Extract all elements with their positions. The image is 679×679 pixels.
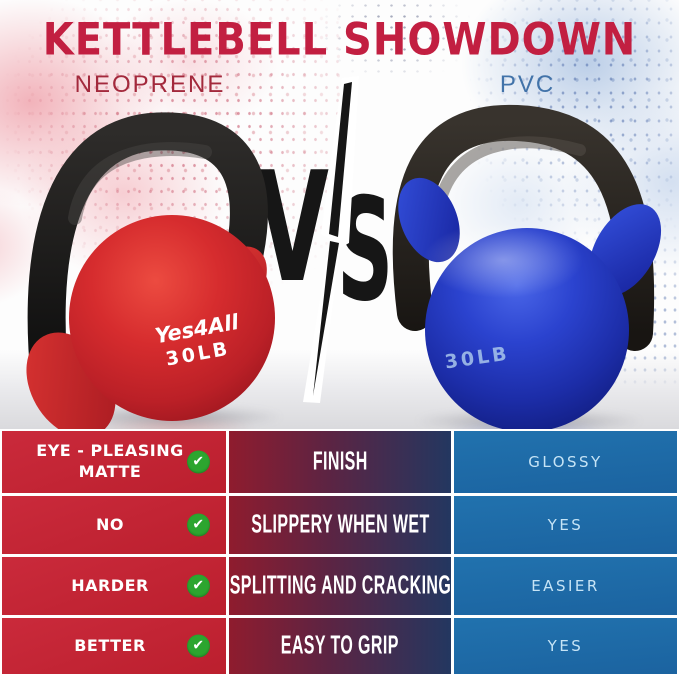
feature-label: SPLITTING AND CRACKING — [229, 571, 451, 600]
top-center-speckles — [320, 0, 470, 80]
pvc-kettlebell-image: 30LB — [392, 104, 662, 432]
blue-kettlebell-gloss-highlight — [423, 222, 583, 298]
red-kettlebell-body — [69, 215, 275, 421]
page-title: KETTLEBELL SHOWDOWN — [42, 14, 637, 66]
feature-cell-splitting: SPLITTING AND CRACKING — [229, 557, 451, 615]
check-icon: ✔ — [187, 513, 210, 537]
red-kettlebell-handle — [27, 112, 268, 409]
neoprene-kettlebell-image: Yes4All 30LB — [26, 112, 275, 432]
neoprene-value: EYE - PLEASING MATTE — [36, 441, 184, 481]
pvc-cell-splitting: EASIER — [454, 557, 677, 615]
comparison-table: EYE - PLEASING MATTE ✔ FINISH GLOSSY NO … — [0, 429, 679, 679]
feature-cell-grip: EASY TO GRIP — [229, 618, 451, 674]
pvc-cell-grip: YES — [454, 618, 677, 674]
pvc-cell-slippery: YES — [454, 496, 677, 554]
pvc-value: EASIER — [531, 577, 600, 595]
pvc-label: PVC — [499, 71, 556, 98]
check-icon: ✔ — [187, 450, 210, 474]
neoprene-cell-slippery: NO ✔ — [2, 496, 226, 554]
pvc-value: GLOSSY — [528, 453, 603, 471]
feature-cell-slippery: SLIPPERY WHEN WET — [229, 496, 451, 554]
check-icon: ✔ — [187, 574, 210, 598]
neoprene-cell-grip: BETTER ✔ — [2, 618, 226, 674]
feature-label: EASY TO GRIP — [280, 631, 400, 660]
neoprene-cell-splitting: HARDER ✔ — [2, 557, 226, 615]
pvc-value: YES — [547, 516, 584, 534]
neoprene-value: NO — [96, 514, 124, 534]
check-icon: ✔ — [187, 634, 210, 658]
feature-label: SLIPPERY WHEN WET — [250, 510, 430, 539]
neoprene-value: BETTER — [74, 635, 146, 655]
feature-cell-finish: FINISH — [229, 431, 451, 493]
neoprene-value: HARDER — [71, 575, 149, 595]
pvc-value: YES — [547, 637, 584, 655]
pvc-cell-finish: GLOSSY — [454, 431, 677, 493]
neoprene-cell-finish: EYE - PLEASING MATTE ✔ — [2, 431, 226, 493]
neoprene-label: NEOPRENE — [74, 71, 226, 98]
feature-label: FINISH — [312, 447, 368, 476]
